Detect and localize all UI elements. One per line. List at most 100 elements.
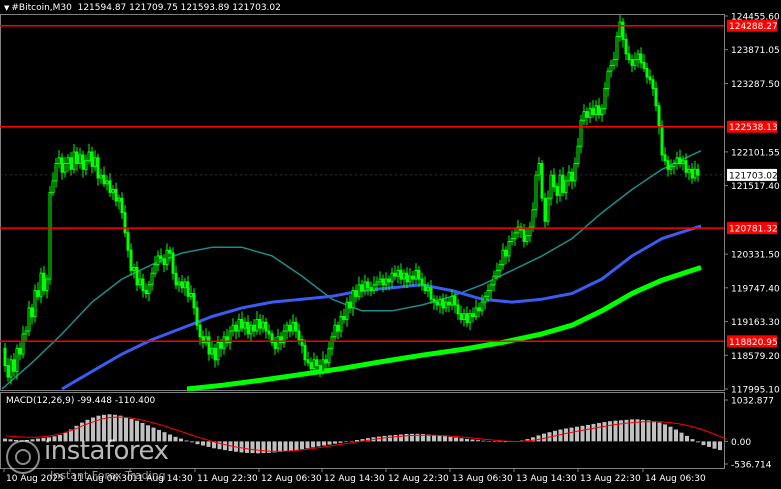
candle-body: [177, 281, 181, 286]
macd-histogram-bar: [146, 425, 150, 442]
candle-body: [672, 163, 676, 167]
candle-body: [573, 163, 577, 182]
symbol-dropdown-icon[interactable]: ▼: [4, 4, 10, 12]
candle-body: [243, 321, 247, 329]
candle-body: [45, 278, 49, 291]
candle-body: [168, 249, 172, 254]
macd-histogram-bar: [212, 441, 216, 449]
candle-body: [528, 226, 532, 237]
candle-body: [570, 171, 574, 182]
macd-histogram-bar: [349, 440, 354, 442]
macd-histogram-bar: [646, 420, 651, 442]
instaforex-logo-icon: [6, 440, 40, 474]
candle-body: [195, 307, 199, 326]
macd-histogram-bar: [679, 432, 684, 442]
candle-body: [447, 301, 451, 306]
candle-body: [63, 163, 67, 173]
macd-histogram-bar: [668, 426, 673, 442]
candle-body: [399, 269, 403, 280]
candle-body: [228, 330, 232, 343]
candle-body: [429, 287, 433, 300]
candle-body: [111, 189, 115, 193]
candle-body: [495, 269, 499, 277]
macd-histogram-bar: [569, 427, 574, 442]
time-tick-label: 10 Aug 2025: [6, 474, 64, 484]
macd-histogram-bar: [151, 427, 156, 442]
candle-body: [348, 301, 352, 309]
candle-body: [141, 278, 145, 291]
time-tick-label: 12 Aug 06:30: [261, 474, 322, 484]
price-tick-label: 117995.10: [731, 386, 780, 396]
macd-histogram-bar: [465, 438, 469, 442]
candle-body: [294, 321, 298, 332]
macd-histogram-bar: [107, 414, 112, 442]
price-panel-frame: [0, 14, 725, 391]
candle-body: [144, 290, 148, 295]
candle-body: [93, 157, 97, 168]
macd-histogram-bar: [443, 436, 447, 442]
candle-body: [516, 226, 520, 234]
candle-body: [324, 359, 328, 364]
macd-histogram-bar: [124, 417, 128, 442]
macd-histogram-bar: [3, 438, 7, 442]
candle-body: [576, 145, 580, 164]
macd-histogram-bar: [80, 422, 84, 442]
candle-body: [663, 154, 667, 162]
candle-body: [606, 70, 610, 89]
candle-body: [132, 267, 136, 271]
candle-body: [150, 272, 154, 286]
candle-body: [525, 235, 529, 242]
candle-body: [225, 336, 229, 344]
candle-body: [153, 264, 157, 274]
candle-body: [552, 174, 556, 188]
candle-body: [48, 191, 52, 280]
macd-histogram-bar: [707, 441, 711, 447]
macd-histogram-bar: [327, 441, 332, 445]
candle-body: [372, 284, 376, 292]
candle-body: [156, 255, 160, 266]
macd-histogram-bar: [415, 433, 420, 442]
candle-body: [246, 321, 250, 335]
candle-body: [171, 252, 175, 274]
macd-histogram-bar: [283, 441, 288, 452]
price-tick-label: 122101.55: [731, 148, 780, 158]
candle-body: [297, 330, 301, 341]
candle-body: [591, 108, 595, 115]
candle-body: [345, 301, 349, 320]
macd-histogram-bar: [278, 441, 282, 452]
candle-body: [222, 336, 226, 349]
candle-body: [231, 324, 235, 332]
macd-histogram-bar: [135, 420, 139, 442]
watermark-brand: instaforex: [44, 436, 169, 466]
candle-body: [585, 111, 589, 118]
candle-body: [423, 284, 427, 292]
macd-tick-label: -536.714: [731, 461, 772, 471]
candle-body: [624, 38, 628, 55]
candle-body: [669, 165, 673, 170]
macd-histogram-bar: [184, 440, 189, 442]
time-tick-label: 11 Aug 14:30: [132, 474, 193, 484]
candle-body: [681, 160, 685, 165]
candle-body: [426, 287, 430, 292]
candle-body: [138, 278, 142, 286]
macd-histogram-bar: [30, 439, 35, 442]
time-tick-label: 12 Aug 22:30: [388, 474, 449, 484]
macd-histogram-bar: [690, 439, 695, 442]
macd-histogram-bar: [47, 437, 51, 442]
time-tick-label: 12 Aug 14:30: [324, 474, 385, 484]
candle-body: [126, 232, 130, 251]
candle-body: [378, 278, 382, 283]
macd-histogram-bar: [74, 425, 79, 442]
macd-histogram-bar: [641, 419, 645, 442]
time-tick-label: 13 Aug 22:30: [580, 474, 641, 484]
candle-body: [501, 249, 505, 266]
candle-body: [33, 290, 37, 318]
candle-body: [639, 53, 643, 64]
time-tick-label: 13 Aug 06:30: [452, 474, 513, 484]
macd-histogram-bar: [360, 439, 365, 442]
moving-average-slow-line: [186, 265, 702, 392]
candle-body: [618, 21, 622, 37]
price-axis: 124288.27 122538.13 120781.32 118820.95 1217…: [724, 13, 780, 471]
candle-body: [657, 105, 661, 127]
candle-body: [540, 163, 544, 199]
